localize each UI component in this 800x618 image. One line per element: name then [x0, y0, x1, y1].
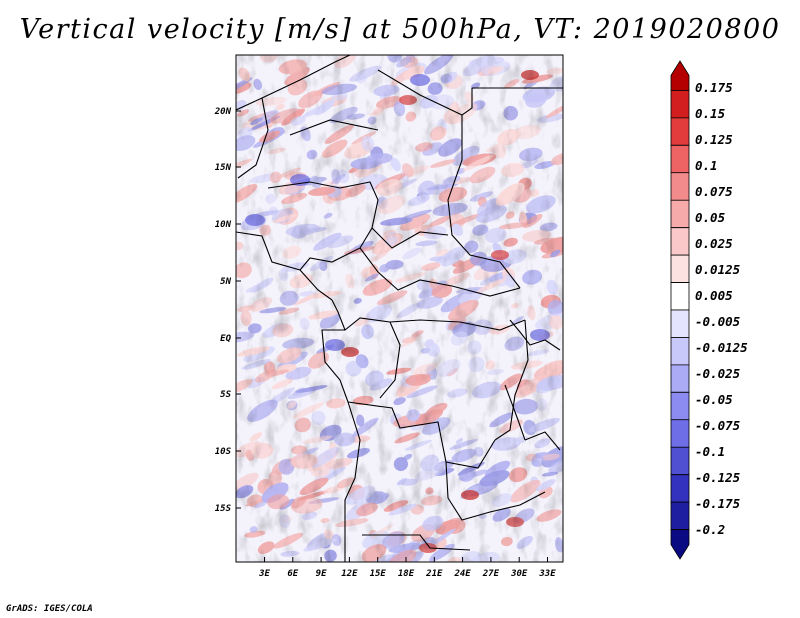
colorbar-label: 0.175 — [695, 80, 733, 95]
footer-credit: GrADS: IGES/COLA — [6, 604, 93, 614]
colorbar-swatch — [670, 117, 690, 146]
velocity-field — [236, 55, 563, 562]
lat-label: 15S — [215, 504, 232, 514]
colorbar-swatch — [670, 60, 690, 91]
lon-label: 3E — [258, 569, 270, 579]
colorbar-swatch — [670, 474, 690, 503]
colorbar-label: -0.05 — [695, 392, 733, 407]
lat-label: 20N — [214, 107, 232, 117]
colorbar-swatch — [670, 227, 690, 256]
colorbar-swatch — [670, 172, 690, 201]
colorbar-swatch — [670, 446, 690, 476]
colorbar-label: -0.0125 — [695, 340, 748, 355]
colorbar-swatch — [670, 419, 690, 448]
lat-label: 5S — [220, 390, 231, 400]
colorbar-label: 0.025 — [695, 236, 733, 251]
colorbar-label: 0.0125 — [695, 262, 741, 277]
colorbar-label: 0.125 — [695, 132, 733, 147]
colorbar-label: -0.075 — [695, 418, 741, 433]
colorbar-swatch — [670, 199, 690, 229]
country-borders — [236, 55, 563, 562]
lat-label: 10S — [215, 447, 232, 457]
colorbar-swatch — [670, 90, 690, 119]
colorbar-swatch — [670, 282, 690, 311]
colorbar-label: -0.175 — [695, 496, 741, 511]
colorbar-label: 0.005 — [695, 288, 733, 303]
lon-label: 6E — [287, 569, 298, 579]
colorbar-swatch — [670, 501, 690, 530]
colorbar-swatch — [670, 254, 690, 283]
lon-label: 33E — [538, 569, 556, 579]
colorbar: 0.175 0.15 0.125 0.1 0.075 0.05 0.025 0.0125 0.0… — [670, 60, 748, 560]
lon-label: 9E — [316, 569, 327, 579]
lat-label: EQ — [220, 334, 231, 344]
colorbar-label: 0.075 — [695, 184, 733, 199]
colorbar-label: 0.15 — [695, 106, 726, 121]
colorbar-swatch — [670, 337, 690, 366]
colorbar-swatch — [670, 309, 690, 338]
plot-title: Vertical velocity [m/s] at 500hPa, VT: 2… — [19, 14, 781, 45]
lon-label: 27E — [482, 569, 500, 579]
lon-label: 12E — [341, 569, 358, 579]
lon-label: 18E — [398, 569, 415, 579]
colorbar-swatch — [670, 144, 690, 174]
colorbar-label: 0.1 — [695, 158, 718, 173]
lon-label: 15E — [370, 569, 387, 579]
lon-label: 21E — [425, 569, 443, 579]
map-frame — [235, 54, 564, 563]
lon-label: 24E — [453, 569, 471, 579]
lon-label: 30E — [510, 569, 528, 579]
lat-label: 5N — [220, 277, 231, 287]
lat-label: 10N — [215, 220, 232, 230]
colorbar-label: -0.2 — [695, 522, 725, 537]
colorbar-label: -0.005 — [695, 314, 741, 329]
colorbar-label: -0.125 — [695, 470, 741, 485]
colorbar-label: -0.1 — [695, 444, 725, 459]
lat-label: 15N — [215, 163, 232, 173]
colorbar-swatch — [670, 529, 690, 560]
colorbar-swatch — [670, 364, 690, 393]
colorbar-swatch — [670, 391, 690, 421]
colorbar-label: 0.05 — [695, 210, 726, 225]
colorbar-label: -0.025 — [695, 366, 741, 381]
